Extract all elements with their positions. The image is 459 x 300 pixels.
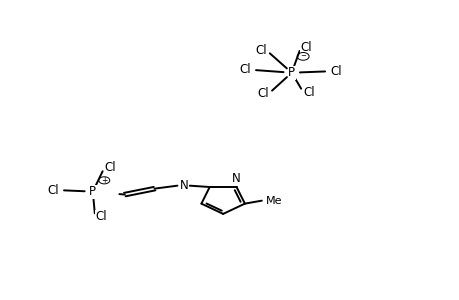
Text: P: P — [89, 185, 96, 198]
Text: Cl: Cl — [300, 41, 312, 54]
Text: N: N — [232, 172, 241, 185]
Text: Cl: Cl — [330, 65, 341, 78]
Text: +: + — [101, 176, 107, 184]
Text: Cl: Cl — [95, 210, 106, 224]
Text: Cl: Cl — [238, 63, 250, 76]
Text: Cl: Cl — [302, 85, 314, 98]
Text: Cl: Cl — [104, 161, 116, 174]
Text: −: − — [300, 53, 305, 59]
Text: P: P — [288, 66, 295, 79]
Text: Me: Me — [266, 196, 282, 206]
Text: Cl: Cl — [257, 87, 268, 100]
Text: Cl: Cl — [47, 184, 58, 196]
Text: N: N — [179, 179, 188, 192]
Text: Cl: Cl — [254, 44, 266, 57]
